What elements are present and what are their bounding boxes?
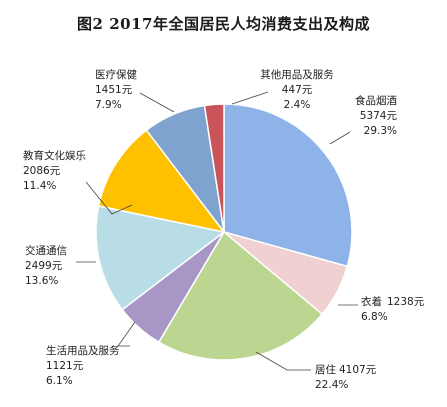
slice-value-6: 1451元 [95,84,133,96]
slice-label-2: 居住 4107元 22.4% [315,363,377,391]
slice-name-4: 交通通信 [25,244,67,257]
leader-line-3 [117,321,136,347]
slice-value-4: 2499元 [25,260,63,272]
pie-slice-5 [97,129,226,234]
pie-slice-4 [95,205,226,311]
pie-slice-7 [203,103,225,233]
slice-value-7: 447元 [282,84,313,96]
leader-line-0 [329,131,351,145]
leader-line-7 [231,91,269,105]
pie-slice-2 [157,230,324,361]
pie-slice-0 [223,103,353,268]
slice-label-6: 医疗保健 1451元 7.9% [95,68,137,111]
slice-name-7: 其他用品及服务 [260,68,334,81]
slice-label-0: 食品烟酒 5374元 29.3% [355,94,397,137]
slice-name-5: 教育文化娱乐 [23,149,86,162]
slice-percent-4: 13.6% [25,275,58,287]
slice-percent-2: 22.4% [315,379,348,391]
slice-percent-0: 29.3% [364,125,397,137]
slice-percent-3: 6.1% [46,375,73,387]
slice-label-3: 生活用品及服务 1121元 6.1% [46,344,120,387]
slice-value-5: 2086元 [23,165,61,177]
slice-label-7: 其他用品及服务 447元 2.4% [260,68,334,111]
slice-percent-1: 6.8% [361,311,388,323]
slice-percent-6: 7.9% [95,99,122,111]
slice-value-0: 5374元 [360,110,398,122]
slice-label-1: 衣着 1238元 6.8% [361,295,425,323]
slice-value-3: 1121元 [46,360,84,372]
slice-label-5: 教育文化娱乐 2086元 11.4% [23,149,86,192]
slice-name-0: 食品烟酒 [355,94,397,107]
slice-percent-5: 11.4% [23,180,56,192]
slice-value-1: 1238元 [387,296,425,308]
leader-line-2 [255,351,311,371]
slice-name-1: 衣着 [361,295,382,308]
leader-line-6 [139,92,175,113]
chart-title: 图2 2017年全国居民人均消费支出及构成 [77,15,370,33]
slice-name-6: 医疗保健 [95,68,137,81]
slice-name-3: 生活用品及服务 [46,344,120,357]
slice-label-4: 交通通信 2499元 13.6% [25,244,67,287]
slice-value-2: 4107元 [339,364,377,376]
slice-name-2: 居住 [315,363,336,376]
slice-percent-7: 2.4% [284,99,311,111]
leader-line-5 [85,181,133,215]
